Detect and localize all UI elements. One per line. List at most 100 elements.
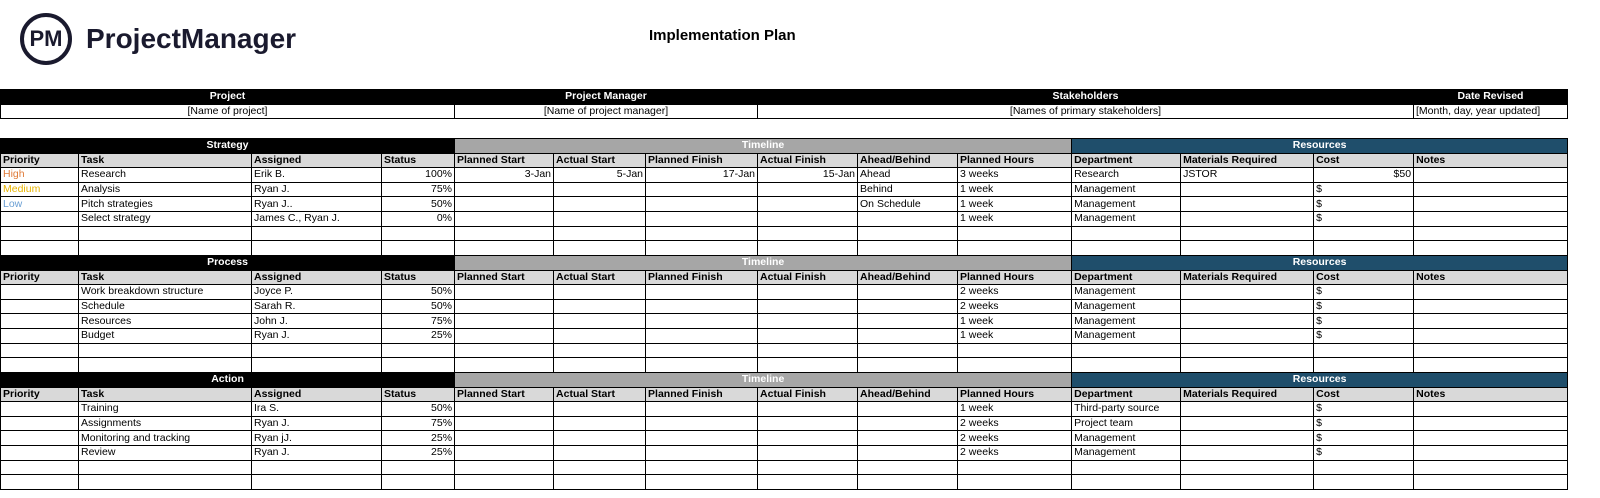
cell-ahead-behind[interactable]	[857, 415, 959, 432]
cell-materials-required[interactable]	[1180, 342, 1315, 359]
cell-assigned[interactable]	[251, 357, 382, 373]
cell-department[interactable]: Management	[1071, 210, 1182, 227]
cell-materials-required[interactable]	[1180, 474, 1315, 490]
cell-ahead-behind[interactable]	[857, 444, 959, 461]
cell-department[interactable]	[1071, 240, 1182, 256]
cell-status[interactable]: 25%	[380, 444, 456, 461]
cell-actual-start[interactable]	[553, 327, 646, 344]
cell-planned-start[interactable]	[454, 327, 554, 344]
cell-task[interactable]	[78, 342, 252, 359]
cell-ahead-behind[interactable]	[857, 225, 959, 242]
cell-planned-hours[interactable]: 3 weeks	[957, 167, 1073, 183]
cell-actual-start[interactable]	[553, 415, 647, 432]
cell-actual-finish[interactable]	[757, 181, 859, 198]
cell-planned-start[interactable]	[454, 430, 555, 446]
cell-department[interactable]: Management	[1071, 444, 1182, 461]
cell-cost[interactable]: $	[1313, 313, 1415, 329]
cell-planned-hours[interactable]: 2 weeks	[957, 430, 1073, 446]
cell-actual-finish[interactable]	[757, 474, 859, 490]
cell-assigned[interactable]: Sarah R.	[251, 298, 382, 315]
cell-notes[interactable]	[1413, 415, 1569, 432]
cell-materials-required[interactable]	[1180, 284, 1315, 300]
cell-ahead-behind[interactable]	[857, 401, 959, 417]
cell-planned-finish[interactable]	[645, 284, 758, 300]
cell-task[interactable]: Research	[78, 167, 252, 183]
cell-ahead-behind[interactable]	[857, 313, 958, 329]
cell-planned-finish[interactable]	[645, 313, 758, 329]
cell-planned-hours[interactable]	[957, 240, 1073, 256]
cell-ahead-behind[interactable]: On Schedule	[857, 196, 959, 212]
cell-task[interactable]	[78, 357, 252, 373]
cell-planned-finish[interactable]	[645, 240, 759, 256]
cell-actual-start[interactable]	[553, 298, 646, 315]
cell-priority[interactable]	[0, 357, 79, 373]
cell-actual-start[interactable]	[553, 444, 647, 461]
cell-actual-finish[interactable]	[757, 430, 859, 446]
cell-task[interactable]: Analysis	[78, 181, 252, 198]
cell-ahead-behind[interactable]	[857, 284, 958, 300]
cell-task[interactable]: Assignments	[78, 415, 252, 432]
cell-planned-start[interactable]: 3-Jan	[454, 167, 555, 183]
cell-department[interactable]	[1071, 474, 1182, 490]
cell-priority[interactable]	[0, 327, 79, 344]
cell-task[interactable]: Training	[78, 401, 252, 417]
cell-cost[interactable]	[1313, 357, 1415, 373]
cell-task[interactable]: Pitch strategies	[78, 196, 252, 212]
cell-planned-finish[interactable]	[645, 181, 759, 198]
project-name-cell[interactable]: [Name of project]	[0, 103, 455, 120]
cell-priority[interactable]	[0, 415, 79, 432]
cell-task[interactable]: Schedule	[78, 298, 252, 315]
cell-task[interactable]	[78, 240, 252, 256]
cell-status[interactable]: 75%	[381, 313, 455, 329]
cell-ahead-behind[interactable]	[857, 459, 959, 476]
cell-planned-hours[interactable]	[957, 225, 1073, 242]
cell-priority[interactable]	[0, 401, 79, 417]
cell-planned-hours[interactable]: 2 weeks	[956, 284, 1073, 300]
cell-planned-hours[interactable]: 2 weeks	[957, 444, 1073, 461]
cell-priority[interactable]	[0, 444, 79, 461]
cell-planned-finish[interactable]	[645, 327, 758, 344]
cell-notes[interactable]	[1413, 430, 1569, 446]
cell-ahead-behind[interactable]	[857, 357, 958, 373]
cell-priority[interactable]	[0, 284, 79, 300]
cell-materials-required[interactable]	[1180, 181, 1315, 198]
cell-department[interactable]	[1071, 225, 1182, 242]
cell-ahead-behind[interactable]	[857, 210, 959, 227]
cell-actual-finish[interactable]	[757, 210, 859, 227]
cell-actual-start[interactable]	[553, 225, 647, 242]
cell-priority[interactable]	[0, 210, 79, 227]
cell-planned-hours[interactable]	[956, 357, 1073, 373]
cell-notes[interactable]	[1413, 167, 1569, 183]
cell-status[interactable]: 0%	[380, 210, 456, 227]
cell-cost[interactable]	[1313, 459, 1415, 476]
cell-planned-start[interactable]	[454, 240, 555, 256]
cell-planned-hours[interactable]: 1 week	[956, 313, 1073, 329]
cell-actual-finish[interactable]: 15-Jan	[757, 167, 859, 183]
cell-actual-finish[interactable]	[757, 357, 858, 373]
cell-assigned[interactable]: John J.	[251, 313, 382, 329]
cell-actual-start[interactable]	[553, 342, 646, 359]
cell-planned-start[interactable]	[454, 342, 554, 359]
cell-priority[interactable]: Low	[0, 196, 79, 212]
cell-cost[interactable]: $	[1313, 284, 1415, 300]
cell-materials-required[interactable]	[1180, 459, 1315, 476]
cell-actual-start[interactable]	[553, 181, 647, 198]
cell-task[interactable]: Review	[78, 444, 252, 461]
cell-notes[interactable]	[1413, 342, 1569, 359]
cell-planned-hours[interactable]	[957, 474, 1073, 490]
cell-materials-required[interactable]	[1180, 313, 1315, 329]
cell-materials-required[interactable]	[1180, 225, 1315, 242]
cell-actual-start[interactable]	[553, 357, 646, 373]
cell-status[interactable]: 50%	[381, 284, 455, 300]
cell-cost[interactable]	[1313, 474, 1415, 490]
cell-planned-start[interactable]	[454, 181, 555, 198]
cell-ahead-behind[interactable]	[857, 474, 959, 490]
cell-cost[interactable]: $	[1313, 210, 1415, 227]
cell-planned-start[interactable]	[454, 298, 554, 315]
cell-department[interactable]: Management	[1071, 313, 1182, 329]
cell-planned-finish[interactable]	[645, 401, 759, 417]
cell-assigned[interactable]	[251, 225, 382, 242]
cell-planned-finish[interactable]	[645, 210, 759, 227]
cell-actual-start[interactable]	[553, 401, 647, 417]
cell-assigned[interactable]	[251, 342, 382, 359]
